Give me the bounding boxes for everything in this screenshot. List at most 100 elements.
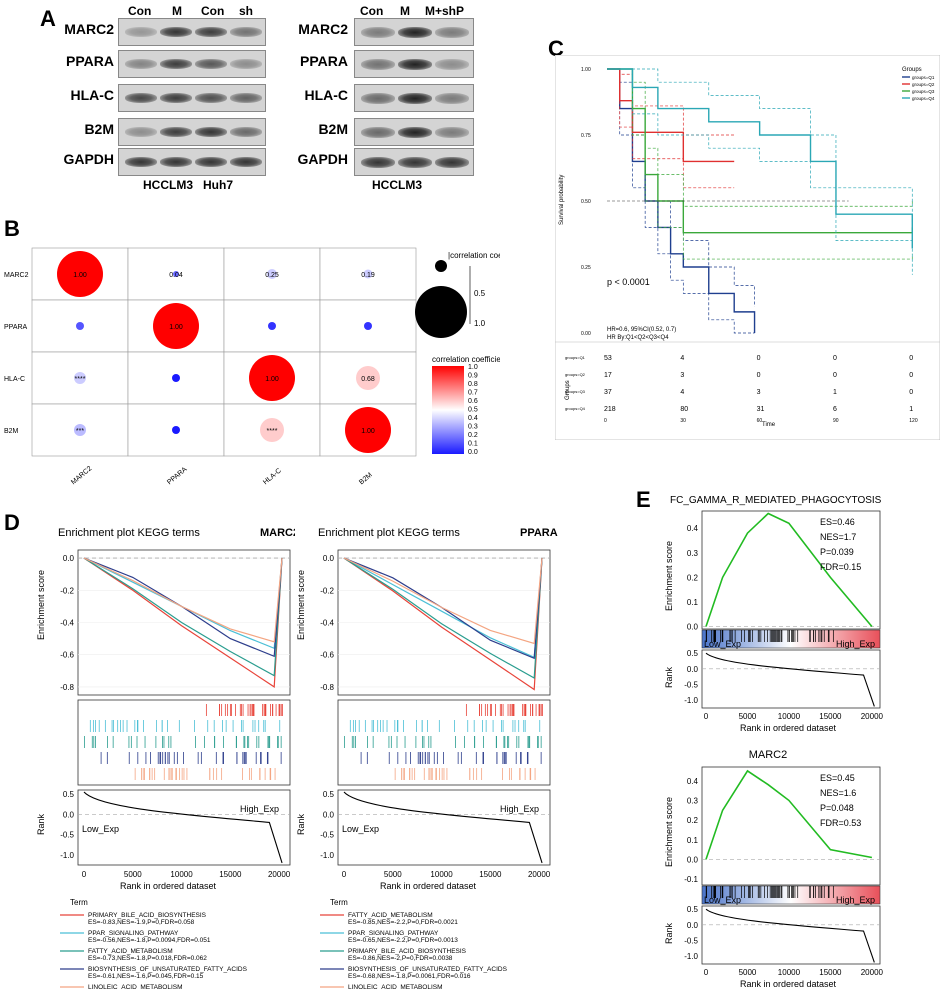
gsea-e-y-tick: 0.3 bbox=[687, 549, 699, 558]
km-x-label: Time bbox=[762, 422, 776, 428]
gsea-e-stat: ES=0.45 bbox=[820, 773, 855, 783]
legend-color-tick: 0.0 bbox=[468, 449, 478, 456]
gsea-y-tick: -0.8 bbox=[320, 683, 334, 692]
gsea-e-gene: MARC2 bbox=[749, 749, 788, 760]
gsea-y-tick: -0.2 bbox=[60, 586, 74, 595]
gsea-e-rank-tick: -1.0 bbox=[684, 696, 698, 705]
gsea-curve bbox=[343, 557, 543, 660]
blot-band bbox=[398, 27, 432, 38]
blot-band bbox=[230, 127, 262, 137]
km-y-tick: 1.00 bbox=[581, 67, 591, 73]
risk-group-label: groups=Q1 bbox=[565, 355, 586, 360]
blot-band bbox=[361, 59, 395, 70]
gsea-term-name: BIOSYNTHESIS_OF_UNSATURATED_FATTY_ACIDS bbox=[88, 966, 248, 973]
corr-circle bbox=[172, 426, 180, 434]
km-ci-upper bbox=[607, 68, 913, 223]
lane-con-r: Con bbox=[360, 4, 384, 18]
gsea-title: Enrichment plot KEGG terms bbox=[318, 527, 460, 539]
gsea-term-name: PRIMARY_BILE_ACID_BIOSYNTHESIS bbox=[88, 912, 207, 919]
gsea-rank-tick: 0.5 bbox=[63, 790, 75, 799]
gsea-e-x-tick: 0 bbox=[704, 968, 709, 977]
corr-circle bbox=[268, 322, 276, 330]
gsea-e-rank-label: Rank bbox=[664, 922, 674, 944]
panel-a-label: A bbox=[40, 6, 56, 31]
km-x-tick: 0 bbox=[604, 418, 607, 424]
risk-count: 0 bbox=[757, 372, 761, 379]
legend-color-tick: 0.5 bbox=[468, 407, 478, 414]
km-x-tick: 90 bbox=[833, 418, 839, 424]
gsea-y-label: Enrichment score bbox=[296, 570, 306, 640]
blot-band bbox=[398, 127, 432, 138]
km-y-tick: 0.00 bbox=[581, 331, 591, 337]
gsea-x-tick: 15000 bbox=[219, 870, 242, 879]
blot-band bbox=[435, 157, 469, 168]
km-plot: Survival probability 1.00 0.75 0.50 0.25 0.0… bbox=[555, 55, 940, 440]
risk-count: 80 bbox=[680, 406, 688, 413]
corr-circle bbox=[345, 407, 391, 453]
protein-label-right: B2M bbox=[318, 121, 348, 137]
panel-e-label: E bbox=[636, 487, 651, 512]
km-y-label: Survival probability bbox=[559, 175, 565, 225]
gsea-gene: MARC2 bbox=[260, 527, 295, 539]
corr-col-label: MARC2 bbox=[70, 465, 93, 486]
gsea-term-name: BIOSYNTHESIS_OF_UNSATURATED_FATTY_ACIDS bbox=[348, 966, 508, 973]
protein-label-left: PPARA bbox=[66, 53, 114, 69]
blot-band bbox=[361, 93, 395, 104]
gsea-term-stat: ES=-0.85,NES=-2.2,P=0,FDR=0.0021 bbox=[348, 919, 458, 926]
risk-count: 31 bbox=[757, 406, 765, 413]
gsea-e-frame bbox=[701, 510, 881, 630]
gsea-e-rank-tick: 0.0 bbox=[687, 921, 699, 930]
gsea-e-y-tick: 0.3 bbox=[687, 796, 699, 805]
gsea-term-name: FATTY_ACID_METABOLISM bbox=[88, 948, 173, 955]
km-legend-label: groups=Q2 bbox=[912, 82, 935, 87]
gsea-rank-label: Rank bbox=[296, 813, 306, 835]
protein-label-right: PPARA bbox=[300, 53, 348, 69]
risk-count: 0 bbox=[909, 389, 913, 396]
risk-count: 0 bbox=[833, 372, 837, 379]
protein-label-right: HLA-C bbox=[304, 87, 348, 103]
corr-value: 1.00 bbox=[169, 324, 183, 331]
legend-size-tick-05: 0.5 bbox=[474, 289, 486, 298]
risk-count: 0 bbox=[833, 355, 837, 362]
gsea-x-tick: 20000 bbox=[268, 870, 291, 879]
corr-circle bbox=[74, 424, 86, 436]
gsea-e-x-label: Rank in ordered dataset bbox=[740, 723, 837, 733]
corr-row-label: B2M bbox=[4, 428, 19, 435]
blot-band bbox=[195, 59, 227, 69]
gsea-term-name: PRIMARY_BILE_ACID_BIOSYNTHESIS bbox=[348, 948, 467, 955]
gsea-e-high: High_Exp bbox=[836, 895, 875, 905]
blot-band bbox=[195, 93, 227, 103]
gsea-x-tick: 0 bbox=[82, 870, 87, 879]
blot-band bbox=[361, 157, 395, 168]
corr-circle bbox=[74, 372, 86, 384]
risk-count: 4 bbox=[680, 389, 684, 396]
gsea-y-tick: -0.8 bbox=[60, 683, 74, 692]
gsea-e-rank-tick: 0.5 bbox=[687, 905, 699, 914]
corr-circle bbox=[153, 303, 199, 349]
blot-strip-right bbox=[354, 18, 474, 46]
corr-col-label: PPARA bbox=[166, 466, 189, 486]
gsea-y-tick: 0.0 bbox=[323, 554, 335, 563]
corr-value: 1.00 bbox=[361, 428, 375, 435]
gsea-title: Enrichment plot KEGG terms bbox=[58, 527, 200, 539]
corr-circle bbox=[249, 355, 295, 401]
legend-color-bar bbox=[432, 366, 464, 454]
blot-band bbox=[398, 93, 432, 104]
blot-strip-right bbox=[354, 50, 474, 78]
protein-label-left: MARC2 bbox=[64, 21, 114, 37]
lane-con-2: Con bbox=[201, 4, 225, 18]
gsea-e-y-tick: 0.2 bbox=[687, 573, 699, 582]
corr-circle bbox=[173, 271, 179, 277]
gsea-e-ppara: 0.4 0.3 0.2 0.1 0.0 -0.1 Enrichment score ES=0.… bbox=[664, 766, 884, 989]
blot-band bbox=[230, 157, 262, 167]
gsea-x-tick: 10000 bbox=[170, 870, 193, 879]
blot-band bbox=[435, 127, 469, 138]
km-legend-label: groups=Q4 bbox=[912, 96, 935, 101]
corr-circle bbox=[260, 418, 284, 442]
legend-size-small bbox=[435, 260, 447, 272]
gsea-y-tick: -0.4 bbox=[320, 619, 334, 628]
gsea-e-x-tick: 20000 bbox=[861, 712, 884, 721]
gsea-term-stat: ES=-0.65,NES=-2.2,P=0,FDR=0.0013 bbox=[348, 937, 458, 944]
km-hr: HR=0.6, 95%CI(0.52, 0.7) bbox=[607, 327, 676, 333]
legend-color-tick: 0.3 bbox=[468, 424, 478, 431]
